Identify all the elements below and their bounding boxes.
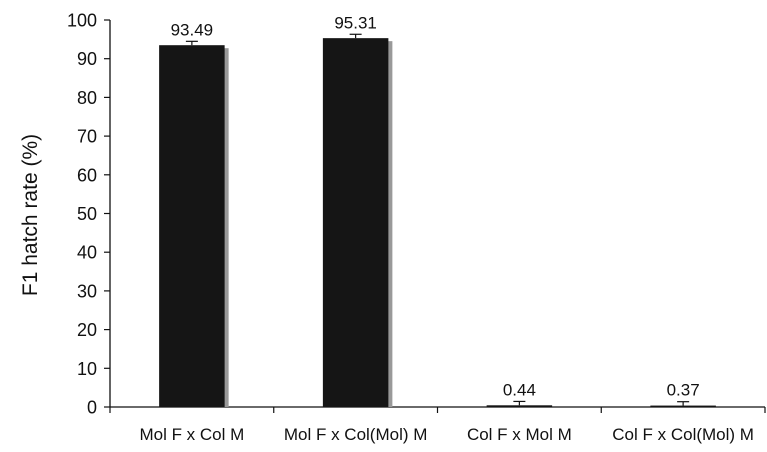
bar-value-label: 0.37 [667, 381, 700, 400]
y-tick-label: 0 [87, 398, 97, 418]
bars [159, 33, 716, 408]
labels: 0 10 20 30 40 50 60 70 80 90 100 93.49 Mol F x Col M… [67, 11, 754, 445]
bar [322, 38, 389, 407]
y-tick-label: 50 [77, 204, 97, 224]
y-tick-label: 80 [77, 88, 97, 108]
bar [486, 405, 553, 407]
y-tick-label: 60 [77, 165, 97, 185]
y-tick-label: 30 [77, 281, 97, 301]
bar-value-label: 93.49 [171, 20, 214, 39]
x-category-label: Mol F x Col(Mol) M [284, 425, 428, 444]
y-tick-label: 70 [77, 127, 97, 147]
y-tick-label: 10 [77, 359, 97, 379]
y-tick-label: 40 [77, 243, 97, 263]
bar-value-label: 0.44 [503, 380, 536, 399]
x-category-label: Mol F x Col M [139, 425, 244, 444]
bar [650, 405, 716, 408]
y-tick-label: 20 [77, 320, 97, 340]
y-axis-title: F1 hatch rate (%) [19, 134, 42, 296]
x-category-label: Col F x Col(Mol) M [612, 425, 754, 444]
x-category-label: Col F x Mol M [467, 425, 572, 444]
y-tick-label: 90 [77, 49, 97, 69]
bar-value-label: 95.31 [334, 13, 377, 32]
bar [159, 45, 225, 408]
y-tick-label: 100 [67, 11, 97, 31]
